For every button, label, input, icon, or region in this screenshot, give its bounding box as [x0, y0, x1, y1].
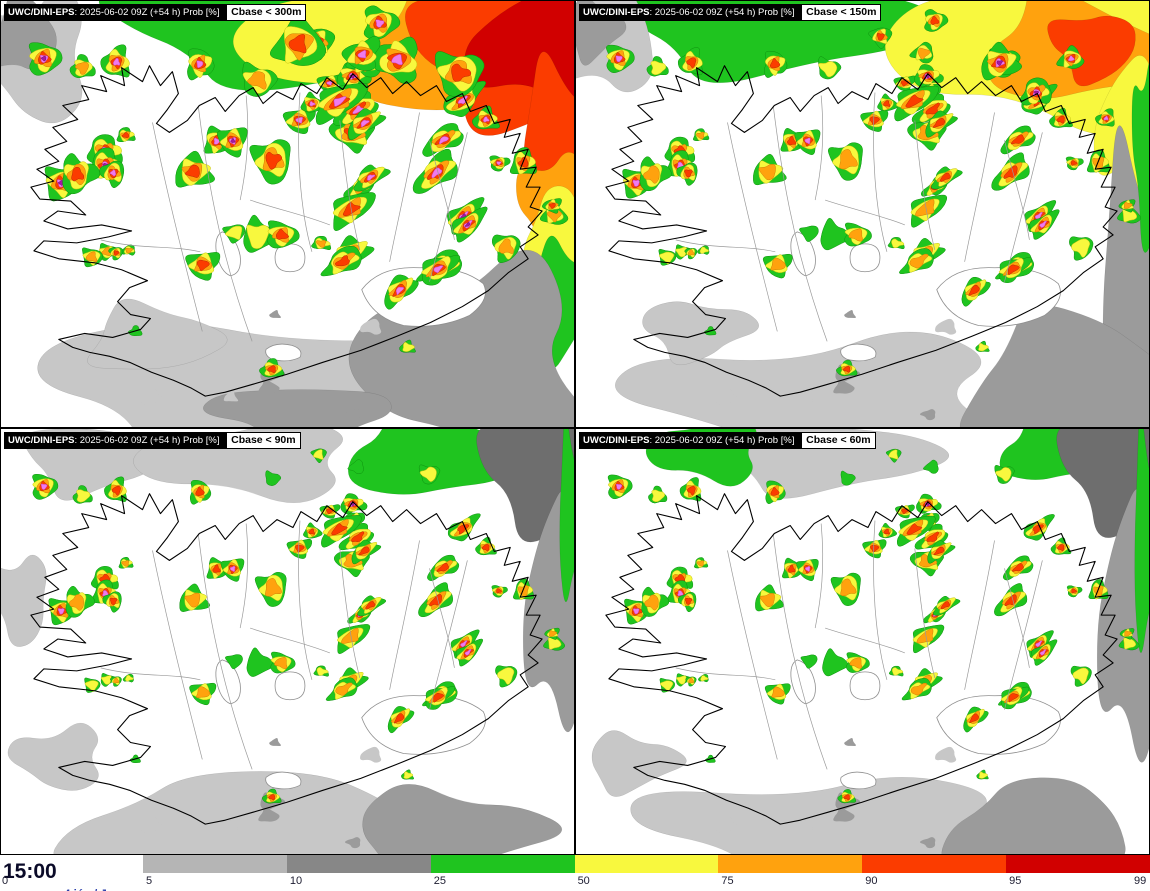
colorbar-tick: 75 [721, 875, 734, 887]
iceland-probability-map-300m [1, 1, 574, 427]
run-info: : 2025-06-02 09Z (+54 h) Prob [%] [74, 6, 223, 18]
run-info: : 2025-06-02 09Z (+54 h) Prob [%] [74, 434, 223, 446]
colorbar-segment [286, 855, 431, 873]
panel-cbase-60m: UWC/DINI-EPS: 2025-06-02 09Z (+54 h) Pro… [575, 428, 1150, 855]
colorbar-tick: 25 [433, 875, 446, 887]
colorbar-segment [574, 855, 719, 873]
footer: 15:00 4.jún./ Jun Mið./ Wed 0 5 10 25 50 75 90… [0, 855, 1150, 891]
run-info: : 2025-06-02 09Z (+54 h) Prob [%] [649, 434, 798, 446]
colorbar-tick: 5 [146, 875, 153, 887]
threshold-label: Cbase < 300m [226, 4, 307, 21]
colorbar-tick: 95 [1009, 875, 1022, 887]
panel-header: UWC/DINI-EPS: 2025-06-02 09Z (+54 h) Pro… [579, 4, 882, 21]
valid-date: 4.jún./ Jun Mið./ Wed [64, 858, 121, 891]
threshold-label: Cbase < 60m [801, 432, 876, 449]
colorbar-tick: 10 [289, 875, 303, 887]
model-name: UWC/DINI-EPS [8, 434, 75, 446]
model-run-box: UWC/DINI-EPS: 2025-06-02 09Z (+54 h) Pro… [579, 4, 802, 21]
colorbar-tick: 90 [865, 875, 878, 887]
colorbar-tick: 0 [2, 875, 9, 887]
model-name: UWC/DINI-EPS [8, 6, 75, 18]
threshold-label: Cbase < 150m [801, 4, 882, 21]
colorbar-segment [143, 855, 287, 873]
colorbar-tick: 50 [577, 875, 590, 887]
panel-header: UWC/DINI-EPS: 2025-06-02 09Z (+54 h) Pro… [4, 432, 301, 449]
iceland-probability-map-60m [591, 429, 1149, 854]
valid-date-line1: 4.jún./ Jun [64, 888, 121, 891]
run-info: : 2025-06-02 09Z (+54 h) Prob [%] [649, 6, 798, 18]
panel-header: UWC/DINI-EPS: 2025-06-02 09Z (+54 h) Pro… [579, 432, 876, 449]
model-run-box: UWC/DINI-EPS: 2025-06-02 09Z (+54 h) Pro… [579, 432, 802, 449]
colorbar [143, 855, 1150, 873]
colorbar-segment [430, 855, 575, 873]
threshold-label: Cbase < 90m [226, 432, 301, 449]
colorbar-tick: 99 [1134, 875, 1147, 887]
panel-cbase-150m: UWC/DINI-EPS: 2025-06-02 09Z (+54 h) Pro… [575, 0, 1150, 428]
valid-time: 15:00 [3, 860, 57, 883]
panel-cbase-90m: UWC/DINI-EPS: 2025-06-02 09Z (+54 h) Pro… [0, 428, 575, 855]
colorbar-segment [718, 855, 863, 873]
model-run-box: UWC/DINI-EPS: 2025-06-02 09Z (+54 h) Pro… [4, 4, 227, 21]
model-name: UWC/DINI-EPS [583, 434, 650, 446]
model-run-box: UWC/DINI-EPS: 2025-06-02 09Z (+54 h) Pro… [4, 432, 227, 449]
colorbar-segment [862, 855, 1007, 873]
model-name: UWC/DINI-EPS [583, 6, 650, 18]
iceland-probability-map-90m [1, 429, 574, 854]
colorbar-ticks: 0 5 10 25 50 75 90 95 99 [0, 875, 1150, 890]
panel-cbase-300m: UWC/DINI-EPS: 2025-06-02 09Z (+54 h) Pro… [0, 0, 575, 428]
iceland-probability-map-150m [576, 1, 1149, 427]
panel-header: UWC/DINI-EPS: 2025-06-02 09Z (+54 h) Pro… [4, 4, 307, 21]
colorbar-segment [1006, 855, 1150, 873]
map-grid: UWC/DINI-EPS: 2025-06-02 09Z (+54 h) Pro… [0, 0, 1150, 855]
